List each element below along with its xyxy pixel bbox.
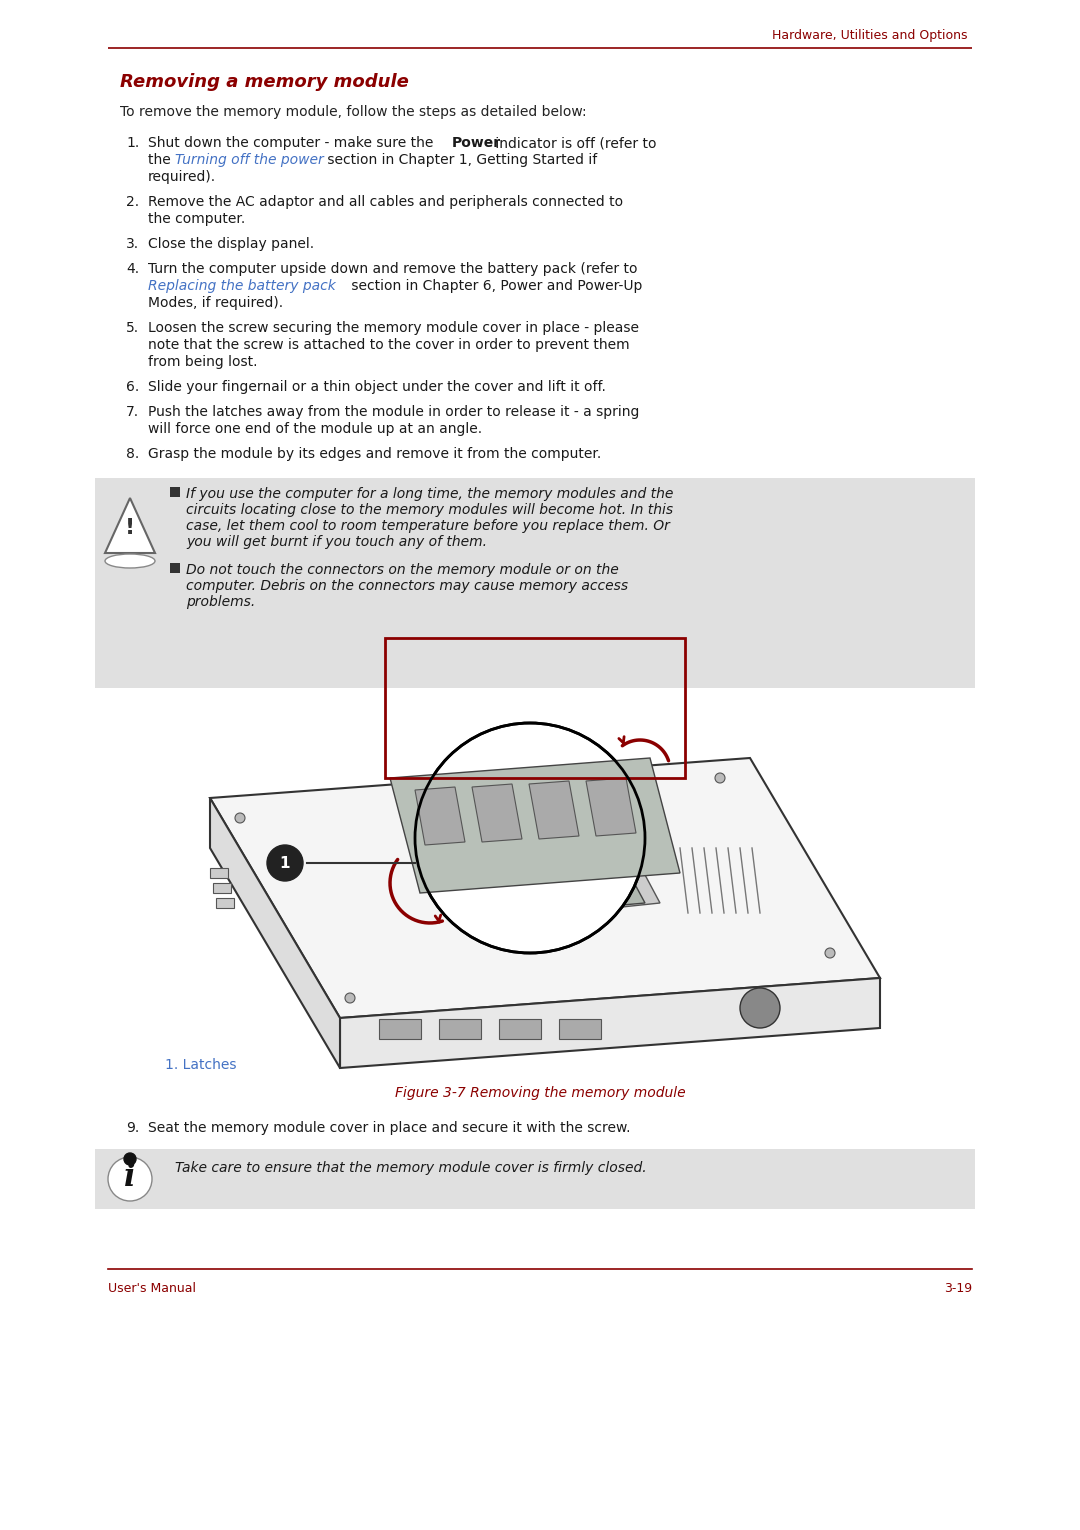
Text: Hardware, Utilities and Options: Hardware, Utilities and Options	[772, 29, 968, 41]
Text: Loosen the screw securing the memory module cover in place - please: Loosen the screw securing the memory mod…	[148, 321, 639, 335]
Polygon shape	[105, 497, 156, 552]
Polygon shape	[430, 828, 660, 923]
Circle shape	[124, 1154, 136, 1164]
Text: computer. Debris on the connectors may cause memory access: computer. Debris on the connectors may c…	[186, 578, 629, 594]
Text: Close the display panel.: Close the display panel.	[148, 237, 314, 251]
Text: Turn the computer upside down and remove the battery pack (refer to: Turn the computer upside down and remove…	[148, 262, 637, 275]
Text: i: i	[124, 1161, 136, 1192]
Text: will force one end of the module up at an angle.: will force one end of the module up at a…	[148, 422, 482, 436]
Text: Do not touch the connectors on the memory module or on the: Do not touch the connectors on the memor…	[186, 563, 619, 577]
Text: 8.: 8.	[126, 447, 139, 461]
FancyBboxPatch shape	[379, 1019, 421, 1039]
Text: section in Chapter 6, Power and Power-Up: section in Chapter 6, Power and Power-Up	[347, 278, 643, 294]
Circle shape	[235, 812, 245, 823]
FancyBboxPatch shape	[95, 1149, 975, 1209]
Text: Push the latches away from the module in order to release it - a spring: Push the latches away from the module in…	[148, 405, 639, 419]
Text: problems.: problems.	[186, 595, 255, 609]
Text: Grasp the module by its edges and remove it from the computer.: Grasp the module by its edges and remove…	[148, 447, 602, 461]
Text: Shut down the computer - make sure the: Shut down the computer - make sure the	[148, 136, 437, 150]
Text: note that the screw is attached to the cover in order to prevent them: note that the screw is attached to the c…	[148, 338, 630, 352]
Polygon shape	[390, 757, 680, 894]
Text: Removing a memory module: Removing a memory module	[120, 73, 409, 90]
Polygon shape	[415, 786, 465, 845]
Text: indicator is off (refer to: indicator is off (refer to	[491, 136, 657, 150]
Text: Modes, if required).: Modes, if required).	[148, 295, 283, 311]
Text: Figure 3-7 Removing the memory module: Figure 3-7 Removing the memory module	[394, 1086, 686, 1100]
FancyBboxPatch shape	[95, 477, 975, 688]
Text: the: the	[148, 153, 175, 167]
Text: To remove the memory module, follow the steps as detailed below:: To remove the memory module, follow the …	[120, 106, 586, 119]
Polygon shape	[340, 978, 880, 1068]
FancyBboxPatch shape	[559, 1019, 600, 1039]
Text: Remove the AC adaptor and all cables and peripherals connected to: Remove the AC adaptor and all cables and…	[148, 194, 623, 210]
FancyBboxPatch shape	[213, 883, 231, 894]
Text: Slide your fingernail or a thin object under the cover and lift it off.: Slide your fingernail or a thin object u…	[148, 379, 606, 395]
Polygon shape	[440, 838, 645, 918]
Polygon shape	[472, 783, 522, 842]
Polygon shape	[586, 777, 636, 835]
Text: 5.: 5.	[126, 321, 139, 335]
Text: 1. Latches: 1. Latches	[165, 1059, 237, 1073]
Text: 3-19: 3-19	[944, 1282, 972, 1296]
Text: Turning off the power: Turning off the power	[175, 153, 324, 167]
Polygon shape	[210, 799, 340, 1068]
FancyBboxPatch shape	[438, 1019, 481, 1039]
Text: from being lost.: from being lost.	[148, 355, 257, 369]
Text: circuits locating close to the memory modules will become hot. In this: circuits locating close to the memory mo…	[186, 503, 673, 517]
Circle shape	[108, 1157, 152, 1201]
Text: If you use the computer for a long time, the memory modules and the: If you use the computer for a long time,…	[186, 487, 673, 500]
Circle shape	[740, 988, 780, 1028]
Circle shape	[825, 949, 835, 958]
Text: 1.: 1.	[126, 136, 139, 150]
Text: User's Manual: User's Manual	[108, 1282, 195, 1296]
Polygon shape	[580, 855, 613, 881]
Text: Replacing the battery pack: Replacing the battery pack	[148, 278, 336, 294]
Text: you will get burnt if you touch any of them.: you will get burnt if you touch any of t…	[186, 536, 487, 549]
FancyBboxPatch shape	[216, 898, 234, 907]
Text: 2.: 2.	[126, 194, 139, 210]
Polygon shape	[529, 780, 579, 838]
Polygon shape	[540, 858, 573, 884]
Text: case, let them cool to room temperature before you replace them. Or: case, let them cool to room temperature …	[186, 519, 670, 532]
Polygon shape	[210, 757, 880, 1017]
FancyBboxPatch shape	[499, 1019, 541, 1039]
Ellipse shape	[105, 554, 156, 568]
Text: 6.: 6.	[126, 379, 139, 395]
Text: 9.: 9.	[126, 1121, 139, 1135]
Circle shape	[715, 773, 725, 783]
Text: Take care to ensure that the memory module cover is firmly closed.: Take care to ensure that the memory modu…	[175, 1161, 647, 1175]
FancyBboxPatch shape	[210, 868, 228, 878]
Text: required).: required).	[148, 170, 216, 184]
Text: Seat the memory module cover in place and secure it with the screw.: Seat the memory module cover in place an…	[148, 1121, 631, 1135]
Text: 7.: 7.	[126, 405, 139, 419]
Circle shape	[267, 845, 303, 881]
Circle shape	[415, 724, 645, 953]
Text: 3.: 3.	[126, 237, 139, 251]
Text: !: !	[125, 519, 135, 539]
Text: the computer.: the computer.	[148, 213, 245, 226]
Circle shape	[345, 993, 355, 1004]
FancyBboxPatch shape	[170, 563, 180, 574]
Text: section in Chapter 1, Getting Started if: section in Chapter 1, Getting Started if	[323, 153, 597, 167]
Text: 4.: 4.	[126, 262, 139, 275]
Text: Power: Power	[453, 136, 501, 150]
FancyBboxPatch shape	[170, 487, 180, 497]
Text: 1: 1	[280, 855, 291, 871]
Polygon shape	[500, 861, 534, 887]
Polygon shape	[460, 864, 492, 890]
